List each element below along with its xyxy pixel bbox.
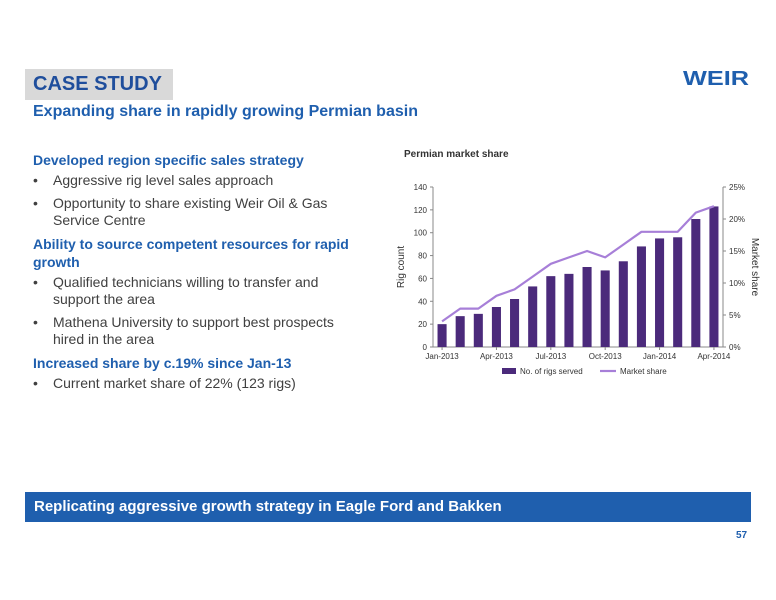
- content-list: Developed region specific sales strategy…: [33, 148, 363, 398]
- bullet-item: Aggressive rig level sales approach: [33, 172, 363, 189]
- bar: [546, 276, 556, 347]
- bottom-banner: Replicating aggressive growth strategy i…: [25, 492, 751, 522]
- x-tick-label: Jan-2014: [643, 352, 677, 361]
- bar: [600, 270, 610, 347]
- chart-title: Permian market share: [404, 149, 509, 160]
- legend-bar-label: No. of rigs served: [520, 367, 583, 376]
- bar: [473, 313, 483, 347]
- bullet-item: Qualified technicians willing to transfe…: [33, 274, 363, 308]
- y-tick-label: 20: [418, 320, 427, 329]
- x-tick-label: Oct-2013: [589, 352, 622, 361]
- section-heading: Increased share by c.19% since Jan-13: [33, 355, 292, 371]
- x-tick-label: Apr-2013: [480, 352, 513, 361]
- y2-axis-label: Market share: [749, 238, 760, 297]
- bar: [618, 261, 628, 347]
- market-share-line: [441, 205, 715, 323]
- y-tick-label: 0: [423, 343, 428, 352]
- x-tick-label: Apr-2014: [697, 352, 730, 361]
- bar: [564, 273, 574, 347]
- legend-line-label: Market share: [620, 367, 667, 376]
- x-tick-label: Jul-2013: [535, 352, 566, 361]
- section-heading: Developed region specific sales strategy: [33, 152, 304, 168]
- weir-logo-icon: WEIR: [683, 68, 750, 90]
- case-study-label: CASE STUDY: [25, 69, 173, 100]
- bullet-item: Current market share of 22% (123 rigs): [33, 375, 363, 392]
- legend-bar-swatch: [502, 368, 516, 374]
- bullet-list: Aggressive rig level sales approach Oppo…: [33, 172, 363, 229]
- y2-tick-label: 0%: [729, 343, 741, 352]
- y-tick-label: 60: [418, 274, 427, 283]
- bar: [691, 219, 701, 347]
- bar: [437, 324, 447, 347]
- y-tick-label: 100: [414, 229, 428, 238]
- bullet-item: Mathena University to support best prosp…: [33, 314, 363, 348]
- bar: [528, 286, 538, 347]
- bar: [491, 307, 501, 347]
- page-subtitle: Expanding share in rapidly growing Permi…: [33, 103, 418, 120]
- page-number: 57: [736, 530, 748, 541]
- bar: [709, 206, 719, 347]
- permian-market-share-chart: 0 20 40 60 80 100 120 140 0% 5% 10% 15% 20% 25% Jan-20…: [396, 183, 760, 376]
- y-tick-label: 140: [414, 183, 428, 192]
- y2-tick-label: 15%: [729, 247, 745, 256]
- bullet-list: Current market share of 22% (123 rigs): [33, 375, 363, 392]
- x-tick-label: Jan-2013: [425, 352, 459, 361]
- bar: [510, 299, 520, 347]
- bar: [636, 246, 646, 347]
- y-tick-label: 80: [418, 252, 427, 261]
- bar: [655, 238, 665, 347]
- bullet-item: Opportunity to share existing Weir Oil &…: [33, 195, 363, 229]
- weir-logo-text: WEIR: [683, 69, 749, 87]
- y2-tick-label: 10%: [729, 279, 745, 288]
- section-sales-strategy: Developed region specific sales strategy…: [33, 151, 363, 229]
- y2-tick-label: 25%: [729, 183, 745, 192]
- section-heading: Ability to source competent resources fo…: [33, 236, 349, 270]
- bar: [455, 316, 465, 347]
- y-tick-label: 40: [418, 297, 427, 306]
- y-axis-label: Rig count: [396, 246, 407, 288]
- section-resources: Ability to source competent resources fo…: [33, 235, 363, 348]
- bullet-list: Qualified technicians willing to transfe…: [33, 274, 363, 348]
- y-tick-label: 120: [414, 206, 428, 215]
- bar: [582, 267, 592, 347]
- y2-tick-label: 20%: [729, 215, 745, 224]
- bar: [673, 237, 683, 347]
- section-share-increase: Increased share by c.19% since Jan-13 Cu…: [33, 354, 363, 392]
- y2-tick-label: 5%: [729, 311, 741, 320]
- weir-logo: WEIR: [683, 68, 750, 92]
